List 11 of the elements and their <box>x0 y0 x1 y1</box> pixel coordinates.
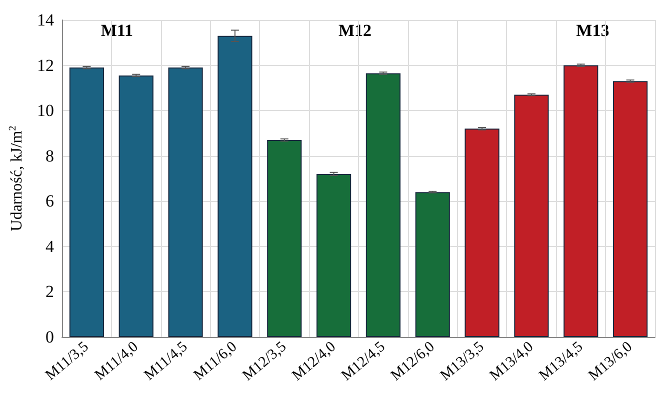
y-tick-label: 8 <box>46 146 54 166</box>
y-tick-label: 2 <box>46 282 54 302</box>
y-tick-label: 0 <box>46 328 54 346</box>
y-tick-label: 10 <box>37 101 54 120</box>
annotation: M11 <box>100 21 133 40</box>
y-tick-label: 14 <box>37 10 54 30</box>
annotation: M13 <box>576 21 610 40</box>
y-axis-title: Udarność, kJ/m2 <box>8 126 26 232</box>
y-tick-label: 6 <box>46 192 54 211</box>
y-tick-label: 4 <box>46 236 54 256</box>
y-tick-label: 12 <box>37 56 54 75</box>
